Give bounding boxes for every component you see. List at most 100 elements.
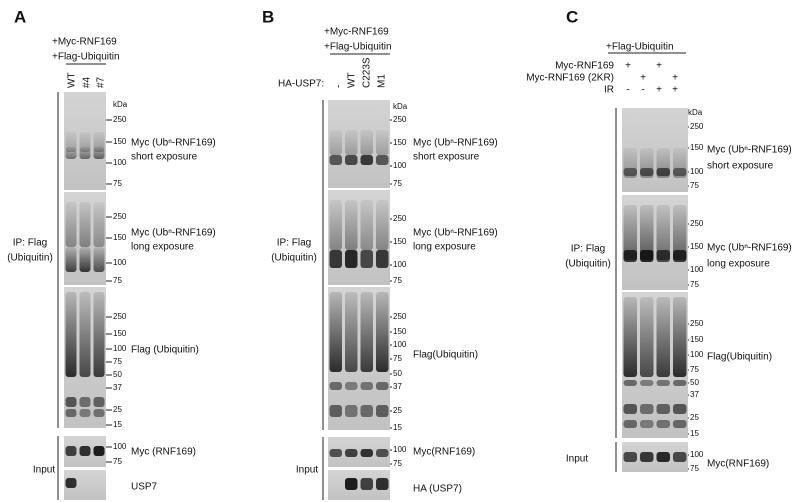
marker: 75 (690, 181, 699, 190)
band (93, 247, 105, 272)
marker: 15 (113, 420, 122, 429)
blot-label: Flag(Ubiquitin) (413, 350, 478, 361)
marker: 75 (113, 179, 122, 188)
marker: 250 (393, 312, 407, 321)
blot-label: Myc (Ubⁿ-RNF169) (707, 243, 792, 254)
band (329, 449, 342, 457)
band (376, 130, 389, 155)
marker: 50 (690, 378, 699, 387)
lane-label: WT (67, 72, 78, 88)
band (79, 409, 91, 417)
marker: 100 (690, 450, 704, 459)
marker: 250 (690, 122, 704, 131)
treatment: +Flag-Ubiquitin (52, 52, 120, 63)
marker: 100 (113, 344, 127, 353)
blot-label: Myc (Ubⁿ-RNF169) (131, 138, 216, 149)
sign: - (641, 85, 644, 96)
blot-label: Myc (Ubⁿ-RNF169) (131, 228, 216, 239)
marker: 100 (393, 340, 407, 349)
band (360, 449, 373, 457)
input-label: Input (33, 465, 55, 476)
band (640, 404, 654, 414)
band (329, 405, 342, 417)
lane-label: #4 (82, 76, 93, 88)
marker: 100 (113, 258, 127, 267)
marker: 25 (690, 413, 699, 422)
marker: 100 (113, 158, 127, 167)
band (93, 446, 105, 456)
blot-label: short exposure (413, 152, 480, 163)
band (79, 292, 91, 377)
row-label: Myc-RNF169 (2KR) (526, 73, 614, 84)
marker: 250 (690, 219, 704, 228)
sign: - (626, 85, 629, 96)
band (673, 452, 687, 462)
band (65, 202, 77, 247)
marker: 150 (113, 137, 127, 146)
marker: 15 (393, 423, 402, 432)
band (640, 297, 654, 377)
marker: 75 (113, 276, 122, 285)
blot-label: Myc(RNF169) (707, 459, 769, 470)
marker: 100 (393, 445, 407, 454)
lane-label: C223S (362, 57, 373, 88)
marker: 250 (393, 115, 407, 124)
band (345, 292, 358, 372)
marker: 250 (113, 115, 127, 124)
band (376, 478, 389, 490)
band (673, 250, 687, 262)
band (656, 380, 670, 386)
sign: + (656, 85, 662, 96)
band (623, 420, 637, 428)
band (623, 168, 637, 176)
marker: 100 (393, 161, 407, 170)
sign: + (672, 85, 678, 96)
marker: 37 (690, 390, 699, 399)
band (93, 409, 105, 417)
blot-label: Flag (Ubiquitin) (131, 345, 199, 356)
marker: 75 (393, 459, 402, 468)
marker: 250 (113, 312, 127, 321)
band (360, 250, 373, 268)
ip-label: IP: Flag (277, 238, 311, 249)
marker: 150 (690, 143, 704, 152)
band (93, 292, 105, 377)
treatment: +Myc-RNF169 (324, 27, 389, 38)
band (673, 168, 687, 176)
band (360, 130, 373, 155)
treatment: +Myc-RNF169 (52, 37, 117, 48)
band (623, 297, 637, 377)
sign: + (656, 61, 662, 72)
band (345, 155, 358, 165)
band (93, 397, 105, 407)
marker: 50 (393, 369, 402, 378)
band (329, 130, 342, 155)
band (329, 382, 342, 390)
band (376, 250, 389, 268)
band (623, 380, 637, 386)
marker: 75 (690, 464, 699, 473)
sign: + (672, 73, 678, 84)
band (360, 382, 373, 390)
band (640, 452, 654, 462)
band (360, 200, 373, 250)
marker: 75 (393, 179, 402, 188)
row-label: IR (604, 85, 614, 96)
marker: 150 (113, 329, 127, 338)
band (79, 446, 91, 456)
row-label: Myc-RNF169 (555, 61, 614, 72)
band (329, 250, 342, 268)
band (345, 130, 358, 155)
band (623, 452, 637, 462)
blot-label: Myc(RNF169) (413, 447, 475, 458)
band (345, 405, 358, 417)
panel-letter: A (14, 7, 26, 26)
band (640, 205, 654, 260)
band (376, 292, 389, 372)
band (329, 155, 342, 165)
ip-label: (Ubiquitin) (7, 253, 53, 264)
band (79, 202, 91, 247)
band (673, 404, 687, 414)
band (345, 478, 358, 490)
